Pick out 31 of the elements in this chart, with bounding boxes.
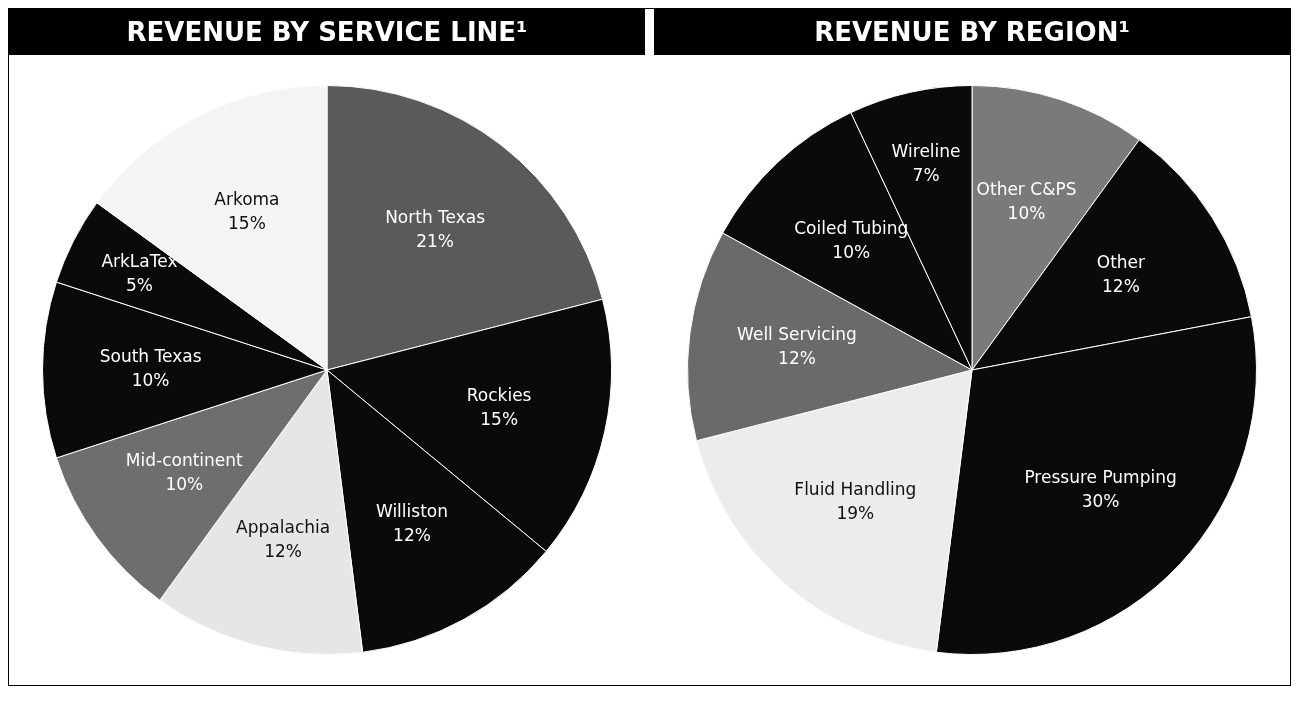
data-label: 12% (264, 541, 303, 562)
data-label: 19% (836, 502, 875, 523)
data-label: 7% (912, 164, 940, 185)
slice-label: Arkoma (214, 189, 280, 210)
slice-label: South Texas (99, 346, 202, 367)
data-label: 10% (131, 370, 170, 391)
slice-label: North Texas (385, 207, 486, 228)
slice-label: Other C&PS (976, 178, 1077, 199)
chart-title: REVENUE BY SERVICE LINE¹ (9, 9, 645, 55)
data-label: 10% (165, 474, 204, 495)
data-label: 15% (480, 408, 519, 429)
slice-label: Other (1096, 251, 1146, 272)
slice-label: Williston (375, 500, 448, 521)
data-label: 5% (125, 274, 153, 295)
data-label: 12% (778, 348, 816, 369)
data-label: 10% (832, 241, 871, 262)
data-label: 15% (228, 213, 266, 234)
slice-label: Appalachia (236, 517, 331, 538)
slice-label: Mid-continent (125, 450, 244, 471)
slice-label: Well Servicing (737, 324, 857, 345)
data-label: 21% (416, 231, 455, 252)
slice-label: Fluid Handling (794, 478, 917, 499)
slice-label: Pressure Pumping (1024, 467, 1177, 488)
slice-label: Rockies (466, 384, 532, 405)
chart-title: REVENUE BY REGION¹ (654, 9, 1290, 55)
slice-label: Coiled Tubing (794, 217, 909, 238)
data-label: 10% (1007, 202, 1046, 223)
data-label: 12% (393, 524, 431, 545)
data-label: 12% (1102, 275, 1140, 296)
slice-label: Wireline (891, 140, 961, 161)
data-label: 30% (1081, 491, 1120, 512)
